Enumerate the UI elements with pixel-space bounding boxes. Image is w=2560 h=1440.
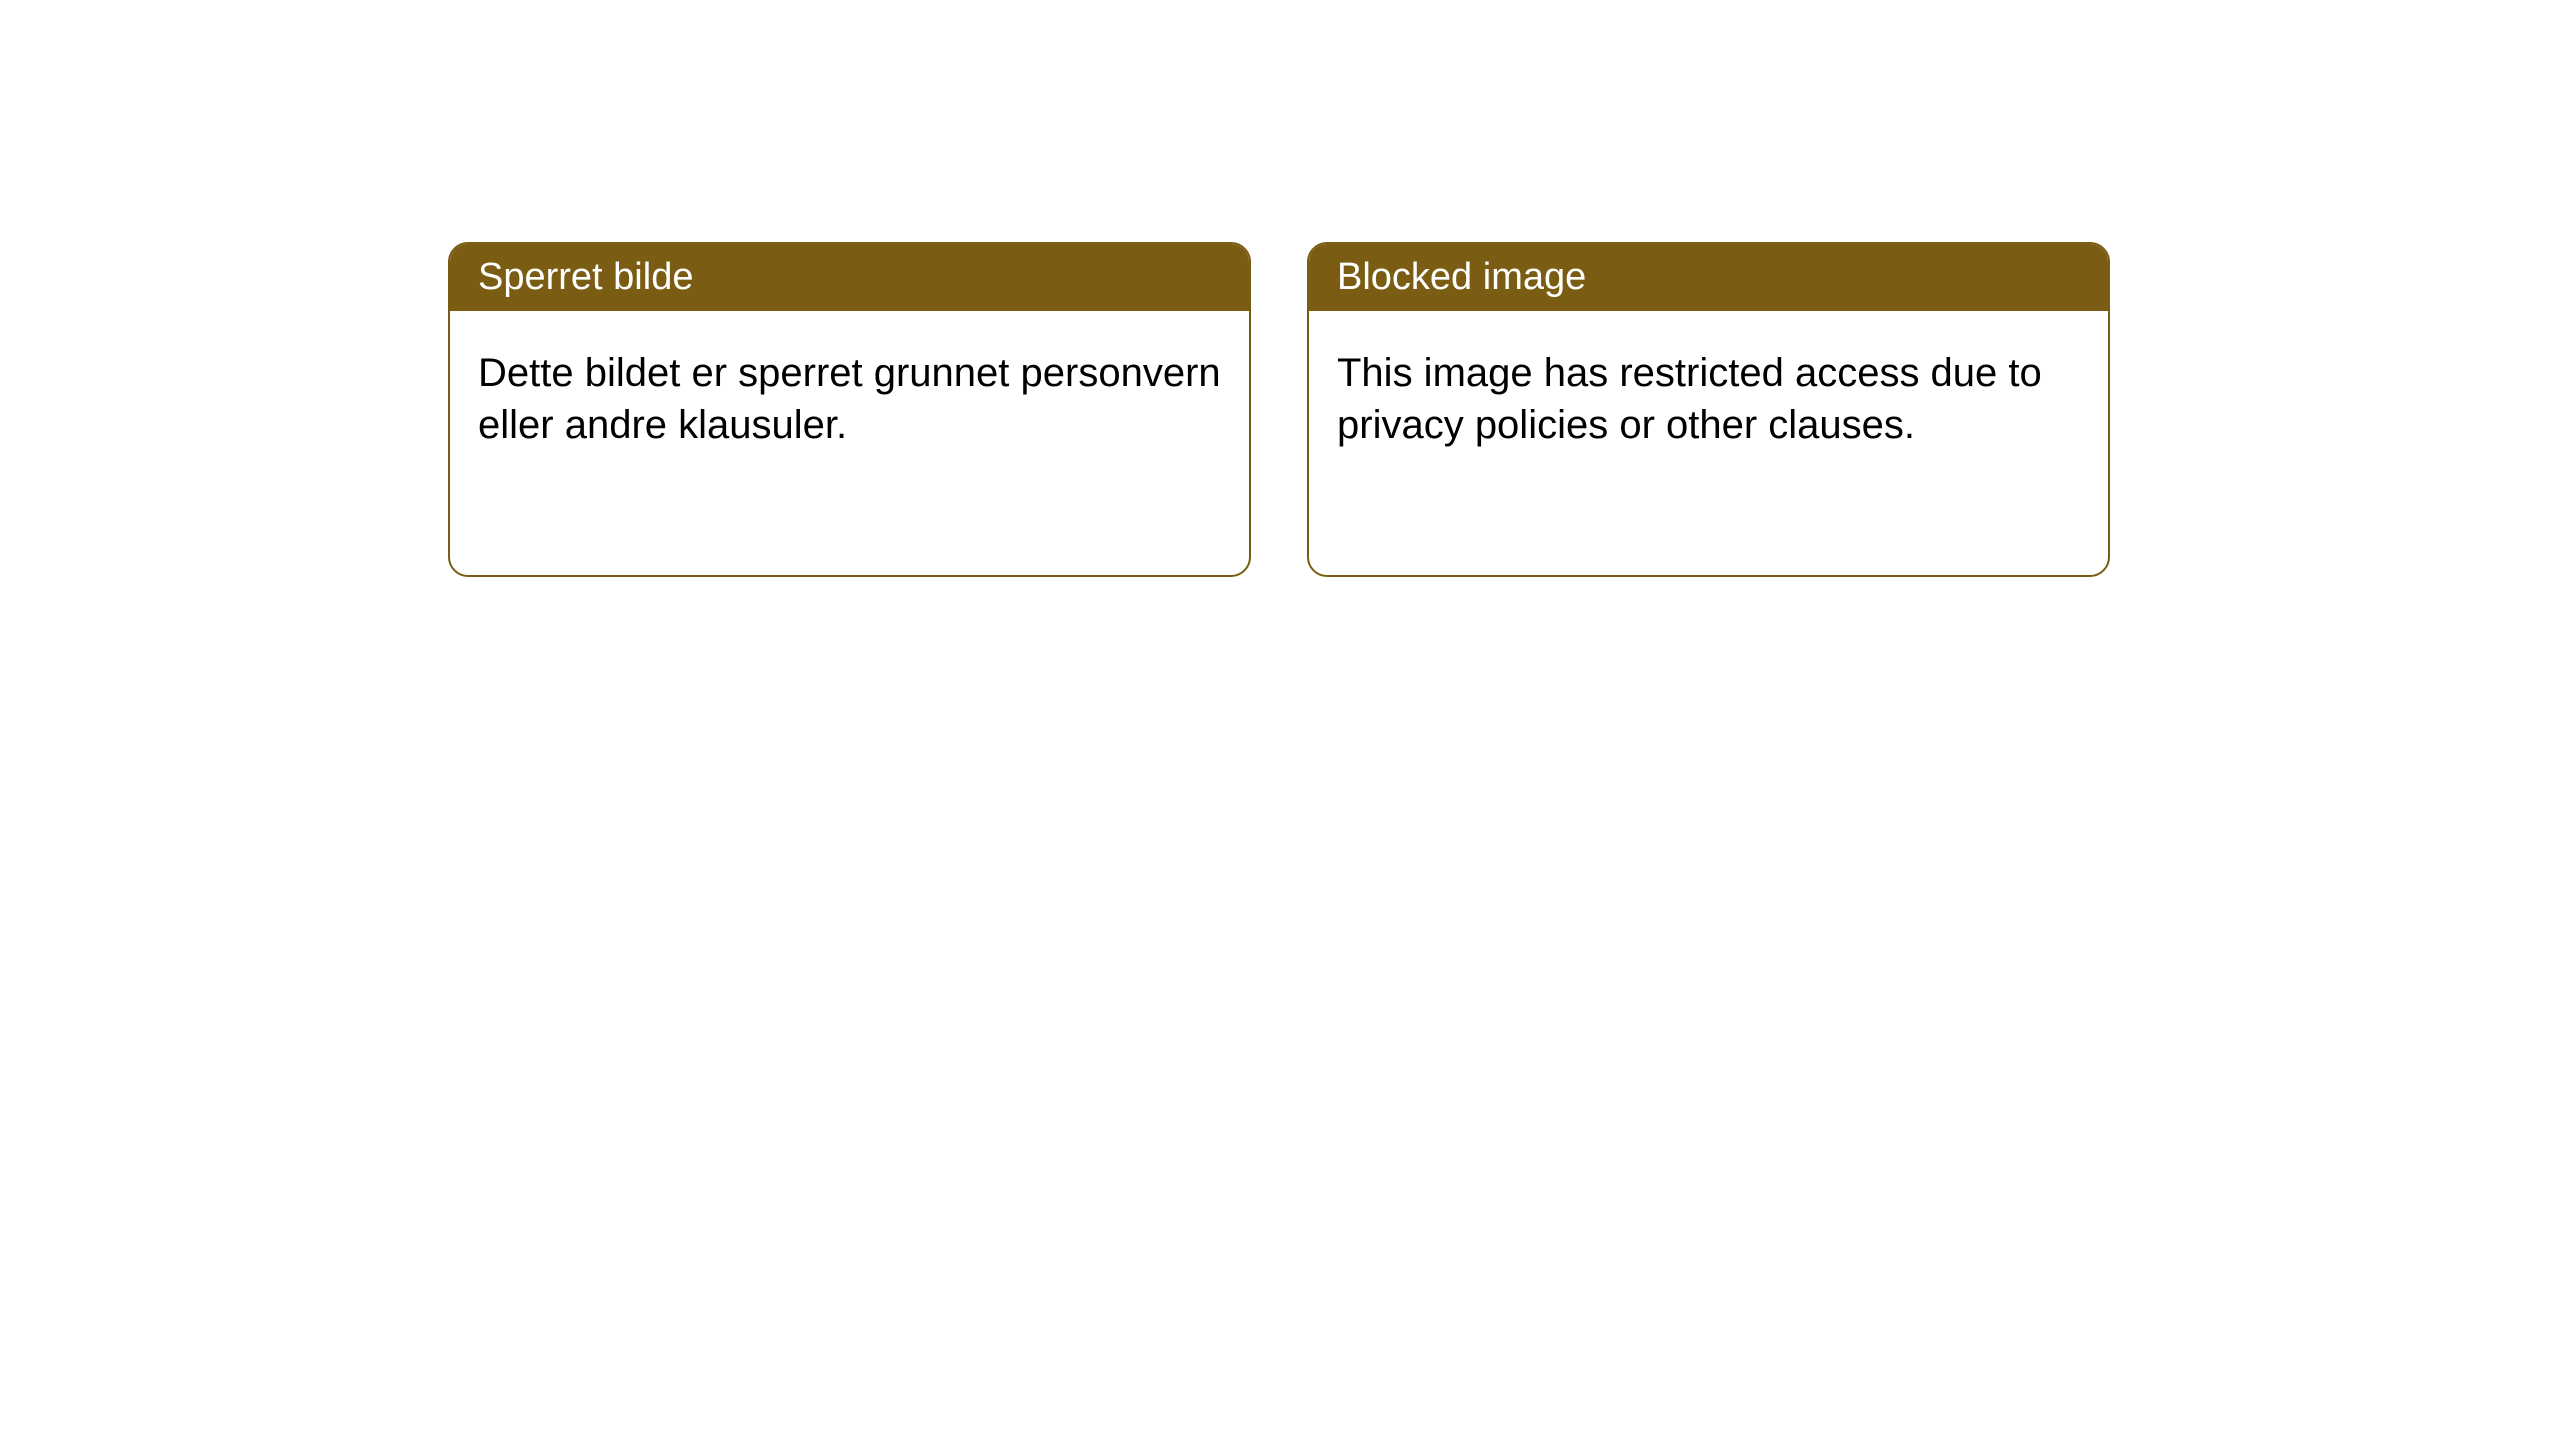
notice-card-english: Blocked image This image has restricted … — [1307, 242, 2110, 577]
notice-cards-container: Sperret bilde Dette bildet er sperret gr… — [448, 242, 2110, 577]
card-header: Blocked image — [1309, 244, 2108, 311]
card-body-text: Dette bildet er sperret grunnet personve… — [478, 351, 1221, 447]
card-title: Sperret bilde — [478, 256, 693, 298]
card-body: This image has restricted access due to … — [1309, 311, 2108, 487]
card-header: Sperret bilde — [450, 244, 1249, 311]
card-body-text: This image has restricted access due to … — [1337, 351, 2042, 447]
card-body: Dette bildet er sperret grunnet personve… — [450, 311, 1249, 487]
notice-card-norwegian: Sperret bilde Dette bildet er sperret gr… — [448, 242, 1251, 577]
card-title: Blocked image — [1337, 256, 1586, 298]
